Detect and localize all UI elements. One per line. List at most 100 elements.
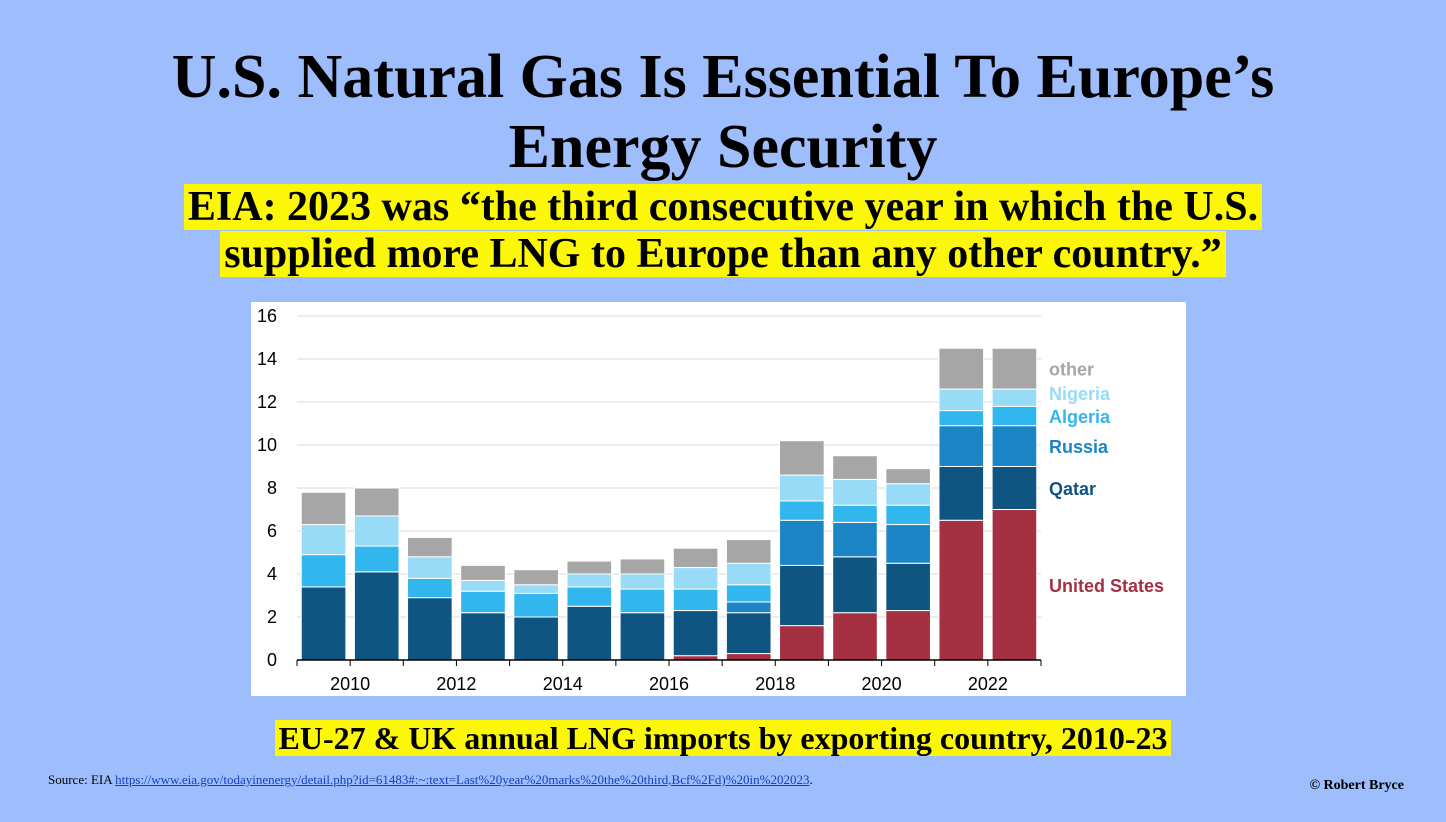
bar-2015-other bbox=[566, 560, 613, 575]
bar-2010-qatar bbox=[300, 586, 347, 661]
bar-2017-other bbox=[672, 547, 719, 569]
bar-2014-algeria bbox=[513, 592, 559, 618]
y-tick-label-16: 16 bbox=[257, 306, 277, 326]
bar-2011-algeria bbox=[353, 545, 400, 573]
bar-2022-nigeria bbox=[938, 388, 985, 412]
lng-imports-chart: 0 2 4 6 8 10 12 14 16 2010 2012 2014 2016 2018 2020 202… bbox=[257, 306, 1164, 694]
bar-2021-russia bbox=[885, 524, 931, 564]
bar-2010-nigeria bbox=[300, 524, 347, 556]
bar-2023-nigeria bbox=[991, 388, 1038, 407]
bar-2019-algeria bbox=[779, 500, 825, 521]
bar-2012-algeria bbox=[407, 577, 453, 599]
bar-2013-algeria bbox=[460, 590, 506, 614]
x-tick-label-2012: 2012 bbox=[436, 674, 476, 694]
x-tick-label-2016: 2016 bbox=[649, 674, 689, 694]
source-label: Source: EIA bbox=[48, 772, 112, 787]
bar-2014-other bbox=[513, 569, 559, 586]
bar-2020-nigeria bbox=[832, 478, 878, 506]
y-tick-label-14: 14 bbox=[257, 349, 277, 369]
y-tick-label-2: 2 bbox=[267, 607, 277, 627]
chart-panel: 0 2 4 6 8 10 12 14 16 2010 2012 2014 2016 2018 2020 202… bbox=[251, 302, 1186, 696]
bar-2010-algeria bbox=[300, 554, 347, 588]
bar-2022-other bbox=[938, 347, 985, 390]
bar-2023-algeria bbox=[991, 405, 1038, 427]
x-tick-label-2014: 2014 bbox=[543, 674, 583, 694]
legend-label-other: other bbox=[1049, 360, 1094, 380]
bar-2020-qatar bbox=[832, 556, 878, 614]
bar-2019-other bbox=[779, 440, 825, 476]
bar-2023-other bbox=[991, 347, 1038, 390]
bar-2016-other bbox=[619, 558, 666, 575]
bar-2019-nigeria bbox=[779, 474, 825, 502]
bar-2018-russia bbox=[725, 601, 772, 614]
bar-2018-qatar bbox=[725, 612, 772, 655]
y-tick-label-6: 6 bbox=[267, 521, 277, 541]
y-tick-label-8: 8 bbox=[267, 478, 277, 498]
bar-2017-qatar bbox=[672, 610, 719, 657]
chart-caption-text: EU-27 & UK annual LNG imports by exporti… bbox=[274, 720, 1172, 756]
subtitle-line1: EIA: 2023 was “the third consecutive yea… bbox=[183, 184, 1263, 230]
bar-2013-nigeria bbox=[460, 579, 506, 592]
bar-2011-qatar bbox=[353, 571, 400, 661]
bar-2017-algeria bbox=[672, 588, 719, 612]
bar-2017-nigeria bbox=[672, 567, 719, 590]
y-tick-label-10: 10 bbox=[257, 435, 277, 455]
bar-2020-russia bbox=[832, 521, 878, 558]
x-tick-label-2010: 2010 bbox=[330, 674, 370, 694]
copyright-credit: © Robert Bryce bbox=[1309, 778, 1404, 793]
bar-2020-united-states bbox=[832, 612, 878, 661]
legend-label-russia: Russia bbox=[1049, 437, 1109, 457]
bar-2016-nigeria bbox=[619, 573, 666, 590]
bar-2015-qatar bbox=[566, 605, 613, 661]
bar-2019-united-states bbox=[779, 625, 825, 661]
legend-label-qatar: Qatar bbox=[1049, 479, 1096, 499]
bar-2022-algeria bbox=[938, 410, 985, 427]
x-tick-label-2022: 2022 bbox=[968, 674, 1008, 694]
legend-label-united-states: United States bbox=[1049, 576, 1164, 596]
bar-2018-algeria bbox=[725, 584, 772, 603]
bar-2020-other bbox=[832, 455, 878, 480]
legend-label-algeria: Algeria bbox=[1049, 407, 1111, 427]
bar-2023-russia bbox=[991, 425, 1038, 467]
bar-2023-united-states bbox=[991, 509, 1038, 661]
bar-2018-nigeria bbox=[725, 562, 772, 586]
bar-2021-nigeria bbox=[885, 483, 931, 506]
bar-2012-other bbox=[407, 536, 453, 558]
y-tick-label-12: 12 bbox=[257, 392, 277, 412]
x-tick-label-2018: 2018 bbox=[755, 674, 795, 694]
bar-2019-russia bbox=[779, 519, 825, 566]
bar-2014-qatar bbox=[513, 616, 559, 661]
bar-2021-other bbox=[885, 468, 931, 485]
bar-2020-algeria bbox=[832, 504, 878, 523]
bar-2014-nigeria bbox=[513, 584, 559, 594]
bar-2019-qatar bbox=[779, 564, 825, 627]
slide-title-line1: U.S. Natural Gas Is Essential To Europe’… bbox=[171, 43, 1275, 111]
subtitle-line2: supplied more LNG to Europe than any oth… bbox=[220, 231, 1226, 277]
bar-2021-qatar bbox=[885, 562, 931, 612]
bar-2022-qatar bbox=[938, 466, 985, 521]
bar-2018-united-states bbox=[725, 653, 772, 661]
source-link[interactable]: https://www.eia.gov/todayinenergy/detail… bbox=[115, 772, 810, 787]
legend-label-nigeria: Nigeria bbox=[1049, 384, 1111, 404]
bar-2013-qatar bbox=[460, 612, 506, 661]
bar-2023-qatar bbox=[991, 466, 1038, 510]
bar-2016-algeria bbox=[619, 588, 666, 614]
bar-2010-other bbox=[300, 491, 347, 526]
bar-2013-other bbox=[460, 564, 506, 581]
bar-2012-nigeria bbox=[407, 556, 453, 579]
source-note: Source: EIA https://www.eia.gov/todayine… bbox=[48, 772, 813, 788]
chart-caption: EU-27 & UK annual LNG imports by exporti… bbox=[0, 718, 1446, 758]
slide-title-line2: Energy Security bbox=[508, 113, 938, 181]
bar-2021-united-states bbox=[885, 610, 931, 661]
y-tick-label-0: 0 bbox=[267, 650, 277, 670]
source-trailing: . bbox=[809, 772, 813, 787]
bar-2011-nigeria bbox=[353, 515, 400, 547]
slide-title: U.S. Natural Gas Is Essential To Europe’… bbox=[0, 42, 1446, 182]
slide-subtitle: EIA: 2023 was “the third consecutive yea… bbox=[0, 184, 1446, 278]
bar-2021-algeria bbox=[885, 504, 931, 526]
bar-2018-other bbox=[725, 539, 772, 564]
bar-2015-nigeria bbox=[566, 573, 613, 588]
bar-2022-russia bbox=[938, 425, 985, 467]
bar-2022-united-states bbox=[938, 519, 985, 661]
bar-2011-other bbox=[353, 487, 400, 517]
